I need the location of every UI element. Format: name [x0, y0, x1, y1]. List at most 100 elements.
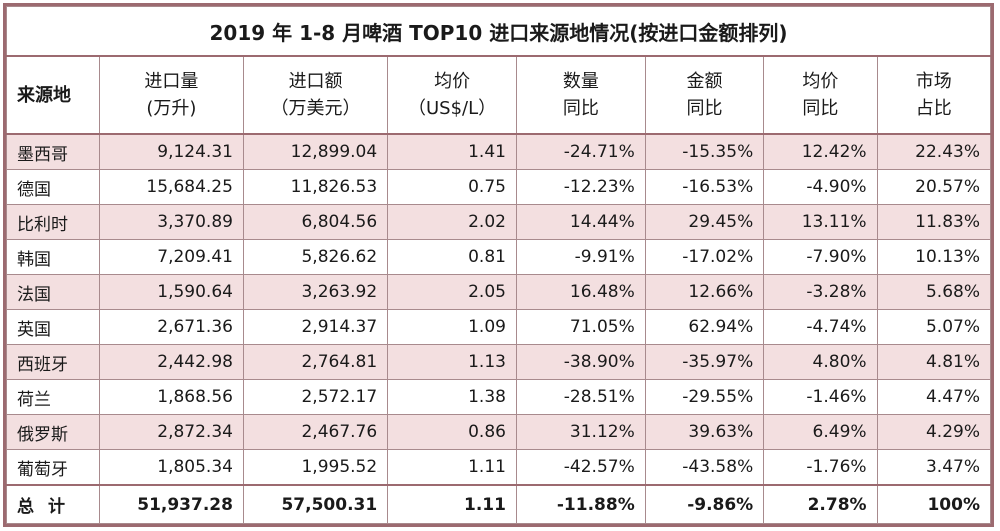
- cell-share: 20.57%: [876, 169, 992, 205]
- table-frame: [3, 3, 994, 527]
- cell-country: 英国: [6, 309, 100, 345]
- total-price-yoy: 2.78%: [763, 484, 878, 524]
- header-price-yoy: 均价 同比: [763, 55, 878, 135]
- cell-country: 法国: [6, 274, 100, 310]
- header-row: 来源地 进口量 (万升) 进口额 （万美元） 均价 （US$/L） 数量 同比 金额 同比…: [6, 55, 992, 135]
- cell-volume-yoy: 16.48%: [515, 274, 646, 310]
- cell-price: 2.02: [387, 204, 517, 240]
- cell-share: 11.83%: [876, 204, 992, 240]
- title-row: 2019 年 1-8 月啤酒 TOP10 进口来源地情况(按进口金额排列): [6, 6, 991, 57]
- cell-price: 0.75: [387, 169, 517, 205]
- cell-amount: 12,899.04: [242, 133, 389, 170]
- cell-amount-yoy: 29.45%: [644, 204, 765, 240]
- cell-amount: 2,764.81: [242, 344, 389, 380]
- cell-price-yoy: -4.90%: [763, 169, 878, 205]
- cell-volume: 7,209.41: [98, 239, 244, 275]
- cell-amount: 2,914.37: [242, 309, 389, 345]
- cell-price: 1.11: [387, 449, 517, 486]
- cell-amount-yoy: -16.53%: [644, 169, 765, 205]
- table-row: 俄罗斯 2,872.34 2,467.76 0.86 31.12% 39.63% 6.49%…: [6, 414, 992, 450]
- cell-price: 1.09: [387, 309, 517, 345]
- cell-volume-yoy: -28.51%: [515, 379, 646, 415]
- cell-price-yoy: -3.28%: [763, 274, 878, 310]
- cell-price: 1.13: [387, 344, 517, 380]
- total-amount: 57,500.31: [242, 484, 389, 524]
- table-row: 英国 2,671.36 2,914.37 1.09 71.05% 62.94% -4.74%…: [6, 309, 992, 345]
- cell-amount-yoy: 39.63%: [644, 414, 765, 450]
- cell-volume: 9,124.31: [98, 133, 244, 170]
- total-amount-yoy: -9.86%: [644, 484, 765, 524]
- header-country: 来源地: [6, 55, 100, 135]
- cell-country: 韩国: [6, 239, 100, 275]
- cell-share: 22.43%: [876, 133, 992, 170]
- cell-amount: 11,826.53: [242, 169, 389, 205]
- cell-amount-yoy: 12.66%: [644, 274, 765, 310]
- cell-price-yoy: 6.49%: [763, 414, 878, 450]
- cell-amount: 3,263.92: [242, 274, 389, 310]
- cell-country: 西班牙: [6, 344, 100, 380]
- cell-price-yoy: 13.11%: [763, 204, 878, 240]
- cell-amount-yoy: -29.55%: [644, 379, 765, 415]
- cell-country: 荷兰: [6, 379, 100, 415]
- cell-price-yoy: 12.42%: [763, 133, 878, 170]
- cell-volume-yoy: -9.91%: [515, 239, 646, 275]
- cell-share: 4.47%: [876, 379, 992, 415]
- cell-share: 5.68%: [876, 274, 992, 310]
- cell-volume-yoy: 71.05%: [515, 309, 646, 345]
- cell-amount-yoy: -17.02%: [644, 239, 765, 275]
- table-row: 葡萄牙 1,805.34 1,995.52 1.11 -42.57% -43.58% -1.…: [6, 449, 992, 486]
- cell-amount-yoy: 62.94%: [644, 309, 765, 345]
- cell-amount-yoy: -43.58%: [644, 449, 765, 486]
- cell-share: 5.07%: [876, 309, 992, 345]
- total-volume: 51,937.28: [98, 484, 244, 524]
- cell-volume: 2,671.36: [98, 309, 244, 345]
- cell-volume: 1,590.64: [98, 274, 244, 310]
- cell-volume: 2,442.98: [98, 344, 244, 380]
- table-row: 西班牙 2,442.98 2,764.81 1.13 -38.90% -35.97% 4.8…: [6, 344, 992, 380]
- cell-volume: 1,805.34: [98, 449, 244, 486]
- header-price: 均价 （US$/L）: [387, 55, 517, 135]
- total-row: 总计 51,937.28 57,500.31 1.11 -11.88% -9.86% 2.7…: [6, 484, 992, 524]
- cell-price-yoy: -7.90%: [763, 239, 878, 275]
- cell-volume-yoy: 31.12%: [515, 414, 646, 450]
- cell-share: 4.81%: [876, 344, 992, 380]
- table-row: 墨西哥 9,124.31 12,899.04 1.41 -24.71% -15.35% 12…: [6, 133, 992, 170]
- cell-country: 德国: [6, 169, 100, 205]
- cell-volume: 15,684.25: [98, 169, 244, 205]
- table-row: 法国 1,590.64 3,263.92 2.05 16.48% 12.66% -3.28%…: [6, 274, 992, 310]
- cell-price: 0.81: [387, 239, 517, 275]
- cell-volume: 1,868.56: [98, 379, 244, 415]
- cell-price: 1.38: [387, 379, 517, 415]
- header-volume: 进口量 (万升): [98, 55, 244, 135]
- cell-price-yoy: -1.46%: [763, 379, 878, 415]
- cell-country: 葡萄牙: [6, 449, 100, 486]
- cell-amount-yoy: -35.97%: [644, 344, 765, 380]
- cell-volume-yoy: -42.57%: [515, 449, 646, 486]
- cell-volume-yoy: 14.44%: [515, 204, 646, 240]
- cell-volume-yoy: -38.90%: [515, 344, 646, 380]
- cell-price: 1.41: [387, 133, 517, 170]
- cell-country: 俄罗斯: [6, 414, 100, 450]
- header-amount: 进口额 （万美元）: [242, 55, 389, 135]
- cell-price: 0.86: [387, 414, 517, 450]
- total-label: 总计: [6, 484, 100, 524]
- cell-volume: 3,370.89: [98, 204, 244, 240]
- cell-country: 比利时: [6, 204, 100, 240]
- cell-amount: 6,804.56: [242, 204, 389, 240]
- total-volume-yoy: -11.88%: [515, 484, 646, 524]
- total-share: 100%: [876, 484, 992, 524]
- cell-amount: 5,826.62: [242, 239, 389, 275]
- cell-country: 墨西哥: [6, 133, 100, 170]
- cell-volume-yoy: -12.23%: [515, 169, 646, 205]
- import-table: 2019 年 1-8 月啤酒 TOP10 进口来源地情况(按进口金额排列) 来源…: [6, 6, 992, 524]
- cell-amount: 2,467.76: [242, 414, 389, 450]
- cell-price-yoy: -4.74%: [763, 309, 878, 345]
- table-row: 德国 15,684.25 11,826.53 0.75 -12.23% -16.53% -4…: [6, 169, 992, 205]
- cell-price-yoy: -1.76%: [763, 449, 878, 486]
- header-volume-yoy: 数量 同比: [515, 55, 646, 135]
- cell-volume-yoy: -24.71%: [515, 133, 646, 170]
- cell-amount: 2,572.17: [242, 379, 389, 415]
- table-row: 韩国 7,209.41 5,826.62 0.81 -9.91% -17.02% -7.90…: [6, 239, 992, 275]
- cell-share: 10.13%: [876, 239, 992, 275]
- cell-price-yoy: 4.80%: [763, 344, 878, 380]
